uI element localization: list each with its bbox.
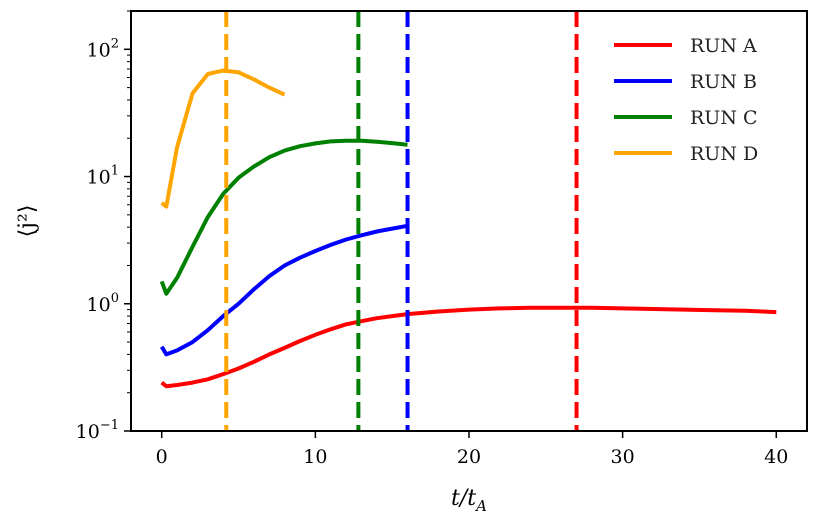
x-tick-label: 30 (611, 446, 635, 468)
series-line-run-c (159, 138, 408, 296)
legend-label: RUN C (690, 107, 758, 129)
legend-label: RUN B (690, 71, 757, 93)
x-tick-label: 40 (764, 446, 788, 468)
y-tick-label: 10−1 (76, 418, 119, 443)
legend: RUN A RUN B RUN C RUN D (614, 35, 758, 165)
legend-label: RUN D (690, 143, 758, 165)
series-line-run-d (160, 68, 286, 209)
y-tick-label: 100 (87, 291, 119, 316)
x-tick-label: 0 (156, 446, 168, 468)
x-axis-label: t/tA (451, 486, 487, 513)
series-line-run-b (159, 223, 408, 357)
plot-marks (159, 11, 777, 431)
series-line-run-a (160, 305, 777, 389)
x-axis-ticks: 0 10 20 30 40 (156, 431, 788, 468)
y-tick-label: 101 (87, 164, 119, 189)
legend-label: RUN A (690, 35, 757, 57)
x-tick-label: 10 (303, 446, 327, 468)
y-tick-label: 102 (87, 36, 119, 61)
x-tick-label: 20 (457, 446, 481, 468)
y-axis-label: ⟨j²⟩ (15, 205, 40, 238)
y-axis-ticks: 10−1 100 101 102 (76, 10, 131, 443)
